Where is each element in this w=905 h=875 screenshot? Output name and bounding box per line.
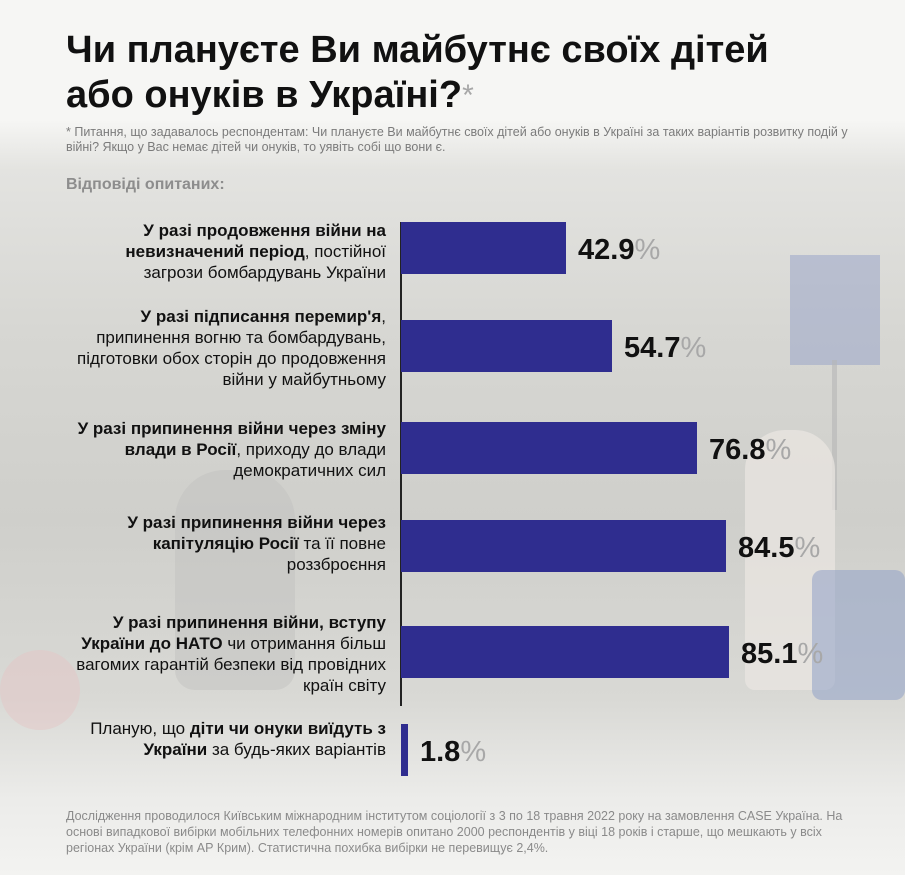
- bar: [401, 222, 566, 274]
- percent-sign: %: [634, 234, 661, 266]
- suitcase-background: [812, 570, 905, 700]
- question-note: * Питання, що задавалось респондентам: Ч…: [66, 125, 848, 154]
- value-number: 85.1: [741, 638, 798, 670]
- category-label: У разі припинення війни, вступу України …: [66, 612, 386, 696]
- category-label-bold: діти чи онуки виїдуть з України: [143, 719, 386, 759]
- percent-sign: %: [797, 638, 824, 670]
- value-number: 1.8: [420, 736, 461, 768]
- percent-sign: %: [794, 532, 821, 564]
- bar: [401, 320, 612, 372]
- bar: [401, 626, 729, 678]
- bar: [401, 422, 697, 474]
- title-line-1: Чи плануєте Ви майбутнє своїх дітей: [66, 29, 769, 71]
- red-blur-background: [0, 650, 80, 730]
- category-label-rest: та її повне роззброєння: [286, 534, 386, 574]
- category-label-bold: У разі продовження війни на невизначений…: [125, 221, 386, 261]
- category-label-bold: У разі припинення війни через зміну влад…: [77, 419, 386, 459]
- percent-sign: %: [460, 736, 487, 768]
- category-label: У разі продовження війни на невизначений…: [66, 220, 386, 283]
- percent-sign: %: [765, 434, 792, 466]
- value-label: 84.5%: [738, 528, 820, 568]
- category-label-rest: за будь-яких варіантів: [207, 740, 386, 759]
- category-label: У разі припинення війни через капітуляці…: [66, 512, 386, 575]
- category-label: У разі підписання перемир'я, припинення …: [66, 306, 386, 390]
- value-number: 76.8: [709, 434, 766, 466]
- category-label-prefix: Планую, що: [90, 719, 190, 738]
- category-label-bold: У разі підписання перемир'я: [140, 307, 382, 326]
- title-asterisk: *: [462, 79, 474, 112]
- category-label-bold: У разі припинення війни, вступу України …: [81, 613, 386, 653]
- bar: [401, 724, 408, 776]
- title-line-2: або онуків в Україні?: [66, 74, 463, 116]
- category-label-rest: чи отримання більш вагомих гарантій безп…: [76, 634, 386, 695]
- category-label-rest: , постійної загрози бомбардувань України: [143, 242, 386, 282]
- methodology-footer: Дослідження проводилося Київським міжнар…: [66, 809, 843, 855]
- value-label: 42.9%: [578, 230, 660, 270]
- bar: [401, 520, 726, 572]
- value-number: 54.7: [624, 332, 681, 364]
- value-number: 42.9: [578, 234, 635, 266]
- percent-sign: %: [680, 332, 707, 364]
- value-label: 76.8%: [709, 430, 791, 470]
- category-label: У разі припинення війни через зміну влад…: [66, 418, 386, 481]
- value-number: 84.5: [738, 532, 795, 564]
- sign-post-background: [832, 360, 837, 510]
- category-label: Планую, що діти чи онуки виїдуть з Украї…: [66, 718, 386, 760]
- walking-figure-background: [175, 470, 295, 690]
- value-label: 85.1%: [741, 634, 823, 674]
- chart-title: Чи плануєте Ви майбутнє своїх дітей або о…: [66, 28, 826, 118]
- answers-subheading: Відповіді опитаних:: [66, 176, 225, 193]
- category-label-bold: У разі припинення війни через капітуляці…: [127, 513, 386, 553]
- eu-sign-background: [790, 255, 880, 365]
- category-label-rest: , приходу до влади демократичних сил: [233, 440, 386, 480]
- category-label-rest: , припинення вогню та бомбардувань, підг…: [77, 307, 386, 389]
- value-label: 54.7%: [624, 328, 706, 368]
- value-label: 1.8%: [420, 732, 486, 772]
